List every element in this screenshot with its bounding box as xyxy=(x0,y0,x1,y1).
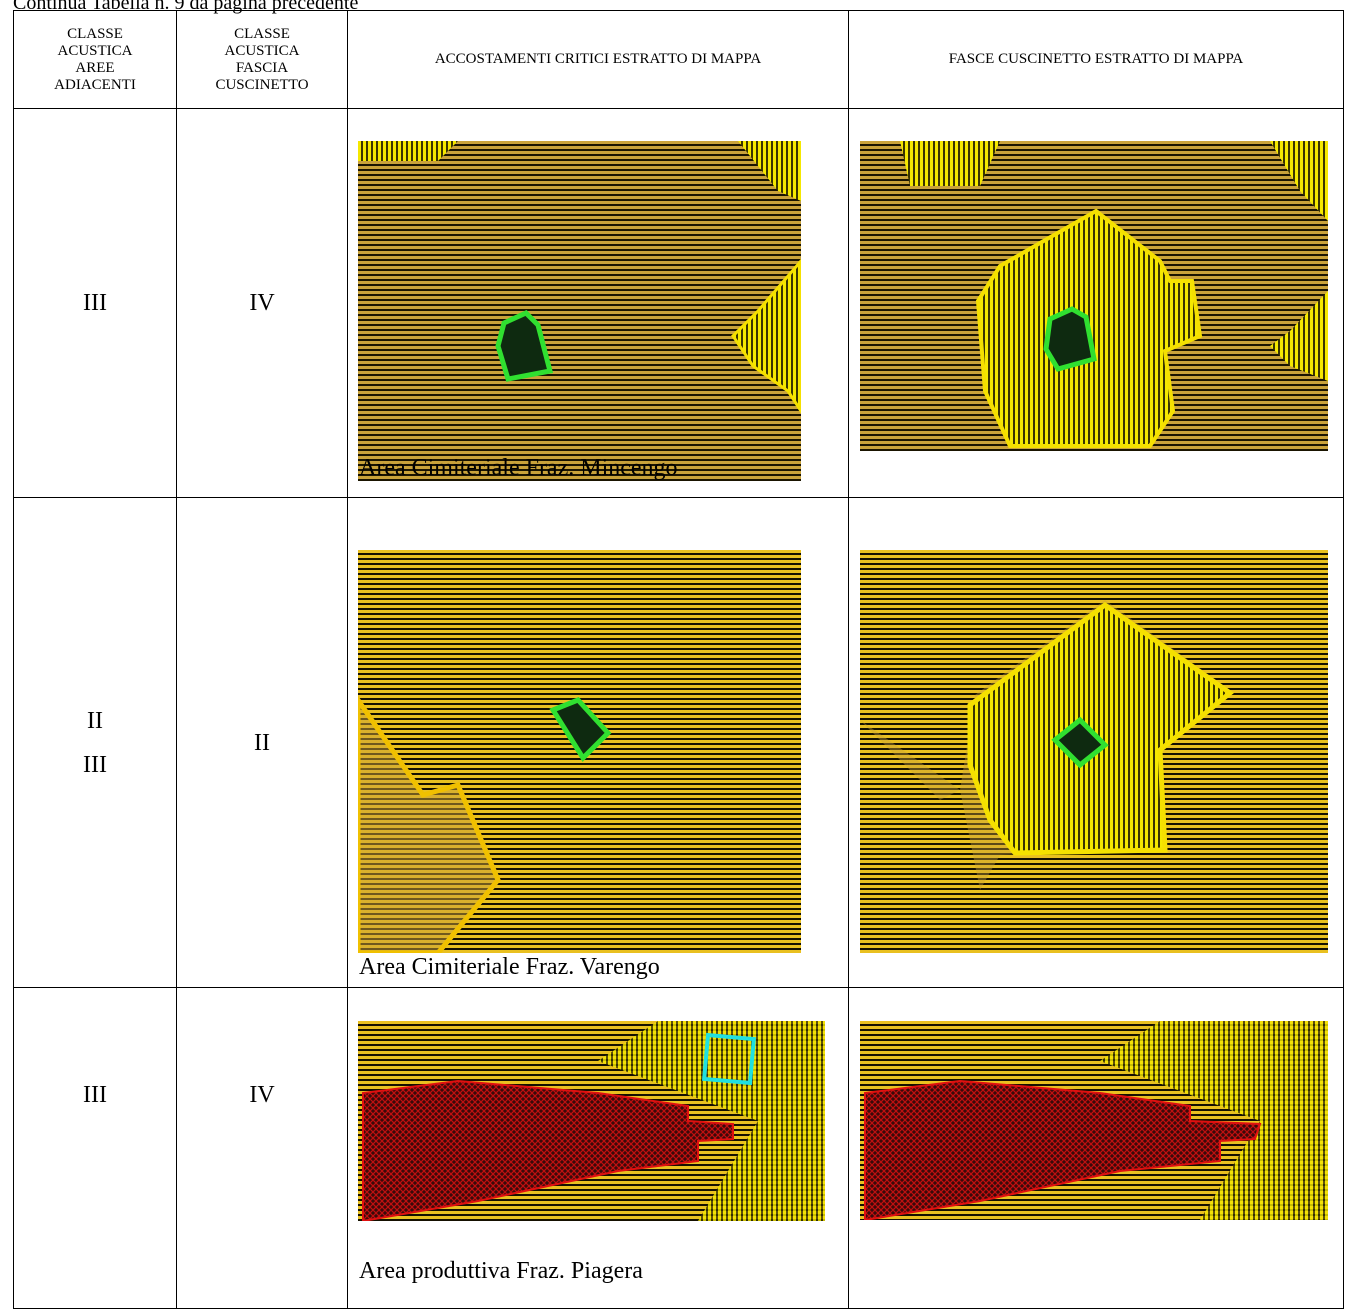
class-label: IV xyxy=(249,290,275,316)
cell: III xyxy=(13,108,177,498)
cell: IV xyxy=(176,108,348,498)
class-label: IV xyxy=(249,1082,275,1108)
caption: Area Cimiteriale Fraz. Mincengo xyxy=(359,455,678,481)
cell: Area Cimiteriale Fraz. Varengo xyxy=(347,497,849,988)
cell: IV xyxy=(176,987,348,1309)
header-cell: CLASSE ACUSTICA FASCIA CUSCINETTO xyxy=(176,10,348,109)
class-label: II xyxy=(254,729,270,756)
map-image xyxy=(860,141,1328,451)
table: CLASSE ACUSTICA AREE ADIACENTI CLASSE AC… xyxy=(13,10,1344,1309)
caption: Area Cimiteriale Fraz. Varengo xyxy=(359,954,660,980)
header-text: FASCE CUSCINETTO ESTRATTO DI MAPPA xyxy=(948,51,1244,67)
header-text: CLASSE ACUSTICA FASCIA CUSCINETTO xyxy=(215,25,309,93)
header-text: ACCOSTAMENTI CRITICI ESTRATTO DI MAPPA xyxy=(434,51,762,67)
map-image xyxy=(358,550,801,953)
class-label: III xyxy=(83,290,107,316)
cell: Area Cimiteriale Fraz. Mincengo xyxy=(347,108,849,498)
map-image xyxy=(358,1021,825,1221)
header-cell: CLASSE ACUSTICA AREE ADIACENTI xyxy=(13,10,177,109)
header-text: CLASSE ACUSTICA AREE ADIACENTI xyxy=(54,25,136,93)
cell xyxy=(848,987,1344,1309)
header-cell: ACCOSTAMENTI CRITICI ESTRATTO DI MAPPA xyxy=(347,10,849,109)
class-label: III xyxy=(83,1082,107,1108)
cell xyxy=(848,108,1344,498)
caption: Area produttiva Fraz. Piagera xyxy=(359,1258,643,1284)
cell: Area produttiva Fraz. Piagera xyxy=(347,987,849,1309)
map-image xyxy=(860,1021,1328,1220)
header-cell: FASCE CUSCINETTO ESTRATTO DI MAPPA xyxy=(848,10,1344,109)
class-label: III xyxy=(83,751,107,778)
cell: III xyxy=(13,987,177,1309)
map-image xyxy=(358,141,801,481)
cell: II III xyxy=(13,497,177,988)
cell: II xyxy=(176,497,348,988)
class-label: II xyxy=(87,707,103,734)
map-image xyxy=(860,550,1328,953)
cell xyxy=(848,497,1344,988)
